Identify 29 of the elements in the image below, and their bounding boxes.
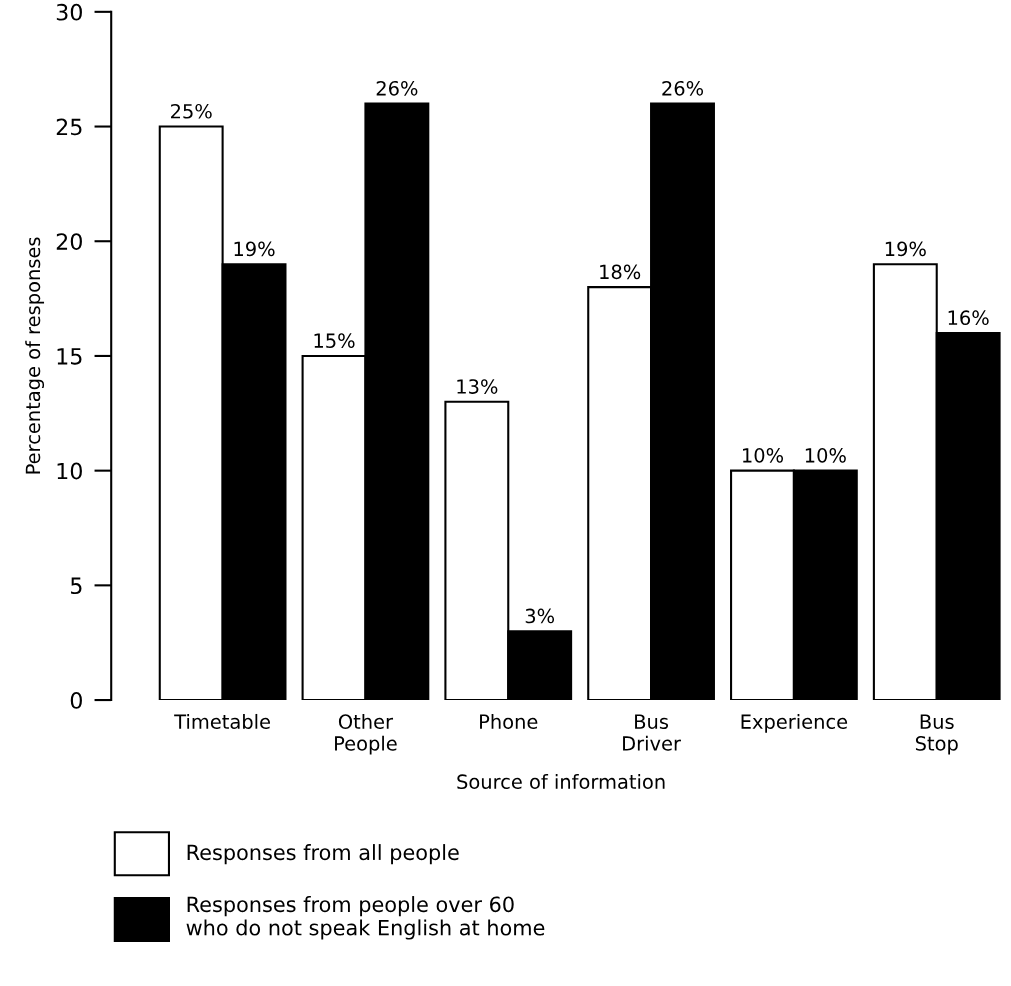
legend-label: Responses from people over 60 who do not speak English at home (186, 896, 545, 940)
y-tick-label: 0 (70, 692, 82, 709)
data-label: 25% (171, 103, 212, 119)
data-label: 16% (948, 310, 989, 326)
x-tick-label: Other People (335, 713, 397, 755)
y-tick-label: 5 (71, 577, 82, 595)
data-label: 19% (885, 241, 926, 257)
data-label: 18% (600, 264, 641, 280)
legend-label: Responses from all people (187, 844, 459, 865)
data-label: 19% (234, 241, 275, 257)
data-label: 13% (457, 379, 498, 394)
data-label: 10% (743, 448, 784, 463)
y-axis-title: Percentage of responses (25, 237, 45, 474)
y-tick-label: 30 (56, 3, 82, 21)
data-label: 26% (662, 80, 704, 96)
data-label: 26% (376, 80, 418, 96)
x-tick-label: Bus Driver (623, 714, 681, 751)
x-axis-title: Source of information (457, 773, 665, 790)
data-label: 3% (525, 608, 555, 624)
data-label: 10% (805, 448, 846, 463)
y-tick-label: 25 (56, 118, 82, 136)
x-tick-label: Experience (741, 713, 848, 733)
x-tick-label: Phone (480, 713, 538, 729)
data-label: 15% (314, 333, 355, 349)
y-tick-label: 20 (56, 233, 82, 250)
y-tick-label: 10 (57, 462, 82, 480)
x-tick-label: Timetable (174, 713, 270, 729)
y-tick-label: 15 (57, 348, 82, 365)
x-tick-label: Bus Stop (915, 714, 958, 755)
